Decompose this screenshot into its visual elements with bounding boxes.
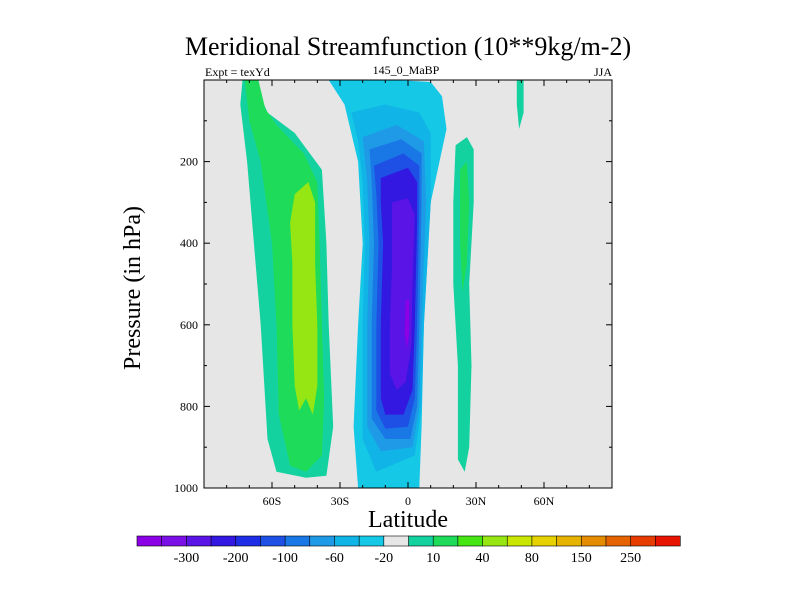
y-tick-label-2: 600 (180, 318, 198, 332)
y-axis-label: Pressure (in hPa) (120, 206, 146, 370)
colorbar-label-7: 80 (525, 551, 539, 566)
contour-fills (240, 80, 524, 488)
contour-band-12 (460, 161, 470, 293)
colorbar-label-5: 10 (426, 551, 440, 566)
colorbar-box-14 (482, 535, 508, 547)
colorbar-label-4: -20 (374, 551, 393, 566)
x-tick-label-3: 30N (466, 494, 487, 508)
contour-band-13 (516, 80, 524, 129)
colorbar-box-15 (506, 535, 533, 547)
y-tick-label-3: 800 (180, 399, 198, 413)
period-label: 145_0_MaBP (373, 63, 440, 77)
colorbar-label-3: -60 (325, 551, 344, 566)
y-tick-label-1: 400 (180, 236, 198, 250)
y-tick-label-4: 1000 (174, 481, 198, 495)
colorbar-box-0 (136, 535, 163, 547)
axes: 60S 30S 0 30N 60N 200 400 600 800 1000 (174, 80, 612, 508)
colorbar-box-7 (309, 535, 336, 547)
colorbar-box-1 (161, 535, 187, 547)
colorbar-box-16 (531, 535, 558, 547)
colorbar-box-18 (580, 535, 607, 547)
colorbar-box-3 (210, 535, 237, 547)
colorbar-box-11 (408, 535, 434, 547)
colorbar-label-1: -200 (223, 551, 249, 566)
contour-band-6 (389, 198, 415, 391)
x-tick-label-4: 60N (534, 494, 555, 508)
colorbar-box-10 (383, 535, 410, 547)
expt-label: Expt = texYd (205, 65, 270, 79)
colorbar-box-12 (432, 535, 459, 547)
x-tick-label-2: 0 (405, 494, 411, 508)
colorbar-box-13 (457, 535, 484, 547)
chart-title: Meridional Streamfunction (10**9kg/m-2) (185, 32, 631, 61)
contour-band-7 (404, 300, 410, 350)
colorbar-box-21 (655, 535, 681, 547)
x-tick-label-1: 30S (331, 494, 350, 508)
colorbar-box-17 (556, 535, 582, 547)
season-label: JJA (594, 65, 612, 79)
colorbar-box-9 (358, 535, 385, 547)
colorbar-label-0: -300 (174, 551, 200, 566)
contour-band-11 (453, 137, 474, 472)
x-tick-label-0: 60S (263, 494, 282, 508)
colorbar-box-6 (284, 535, 311, 547)
colorbar: -300 -200 -100 -60 -20 10 40 80 150 250 (136, 535, 681, 566)
colorbar-box-20 (630, 535, 656, 547)
colorbar-label-9: 250 (620, 551, 641, 566)
x-axis-label: Latitude (368, 507, 448, 533)
colorbar-box-2 (186, 535, 212, 547)
colorbar-box-19 (605, 535, 632, 547)
colorbar-label-2: -100 (272, 551, 298, 566)
colorbar-label-6: 40 (476, 551, 490, 566)
colorbar-box-4 (235, 535, 262, 547)
colorbar-box-5 (260, 535, 286, 547)
colorbar-label-8: 150 (571, 551, 592, 566)
contour-band-10 (290, 182, 318, 415)
y-tick-label-0: 200 (180, 155, 198, 169)
colorbar-box-8 (334, 535, 360, 547)
